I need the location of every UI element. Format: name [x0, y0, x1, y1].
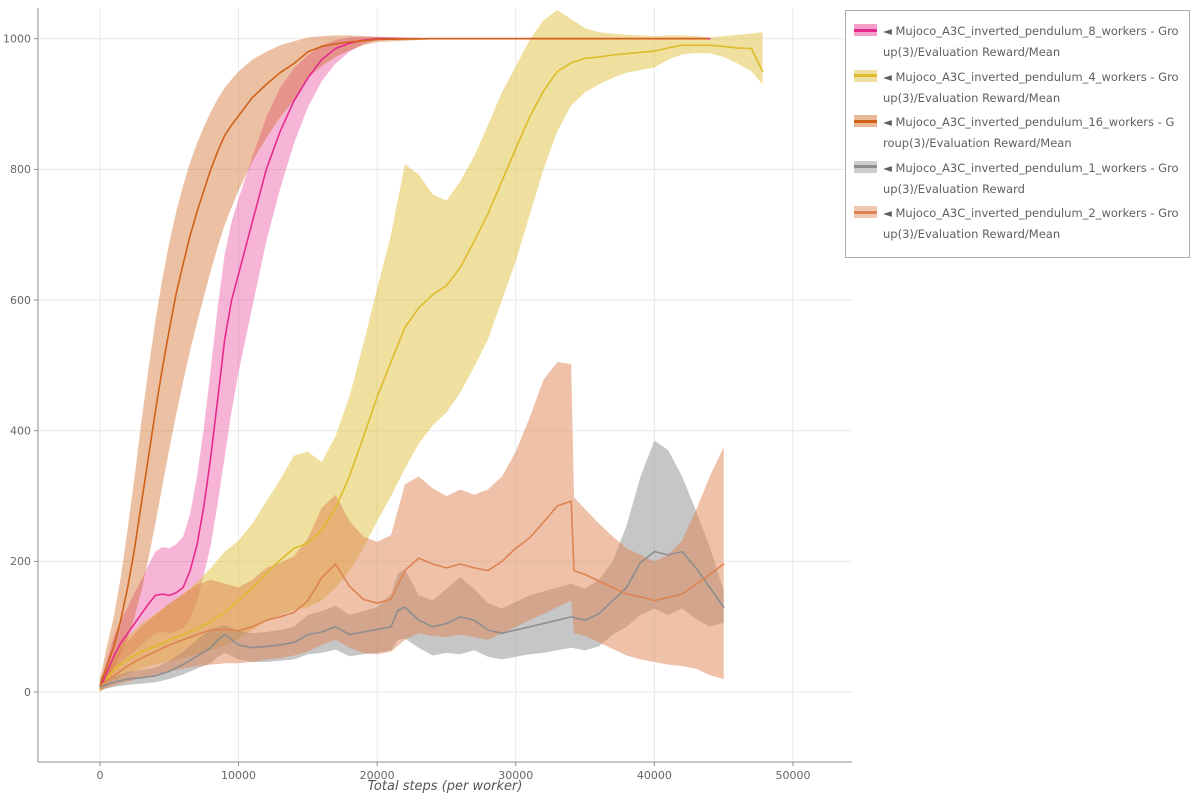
legend-label: ◄ Mujoco_A3C_inverted_pendulum_2_workers…	[883, 206, 1179, 242]
y-tick-label: 0	[24, 686, 31, 699]
line-1_workers	[99, 550, 725, 688]
x-tick-label: 40000	[637, 769, 672, 782]
legend-item-4_workers: ◄ Mujoco_A3C_inverted_pendulum_4_workers…	[854, 67, 1179, 110]
legend-item-8_workers: ◄ Mujoco_A3C_inverted_pendulum_8_workers…	[854, 21, 1179, 64]
confidence-bands	[100, 10, 763, 693]
legend-marker-2_workers	[854, 206, 877, 219]
legend-label: ◄ Mujoco_A3C_inverted_pendulum_8_workers…	[883, 24, 1179, 60]
y-tick-label: 400	[10, 425, 31, 438]
y-tick-label: 800	[10, 163, 31, 176]
legend: ◄ Mujoco_A3C_inverted_pendulum_8_workers…	[845, 10, 1190, 258]
legend-marker-16_workers	[854, 115, 877, 128]
legend-marker-4_workers	[854, 69, 877, 82]
x-tick-label: 20000	[360, 769, 395, 782]
series-lines	[99, 37, 764, 690]
x-tick-label: 10000	[221, 769, 256, 782]
legend-item-2_workers: ◄ Mujoco_A3C_inverted_pendulum_2_workers…	[854, 203, 1179, 246]
legend-item-1_workers: ◄ Mujoco_A3C_inverted_pendulum_1_workers…	[854, 158, 1179, 201]
band-2_workers	[100, 362, 724, 691]
band-8_workers	[100, 36, 710, 693]
y-tick-label: 600	[10, 294, 31, 307]
line-4_workers	[99, 44, 764, 690]
legend-item-16_workers: ◄ Mujoco_A3C_inverted_pendulum_16_worker…	[854, 112, 1179, 155]
y-tick-label: 1000	[3, 33, 31, 46]
legend-marker-8_workers	[854, 24, 877, 36]
band-4_workers	[100, 10, 763, 693]
line-2_workers	[99, 500, 725, 687]
x-tick-label: 0	[96, 769, 103, 782]
axes: 0 10000 20000 30000 40000 50000 0 200 400 600 800 1…	[3, 8, 852, 782]
grid	[38, 8, 852, 762]
y-tick-label: 200	[10, 555, 31, 568]
legend-marker-1_workers	[854, 160, 877, 173]
x-tick-label: 30000	[498, 769, 533, 782]
x-tick-label: 50000	[775, 769, 810, 782]
line-16_workers	[99, 37, 708, 687]
legend-label: ◄ Mujoco_A3C_inverted_pendulum_1_workers…	[883, 160, 1179, 196]
legend-label: ◄ Mujoco_A3C_inverted_pendulum_16_worker…	[883, 115, 1175, 151]
x-axis-title: Total steps (per worker)	[367, 779, 523, 794]
band-1_workers	[100, 440, 724, 691]
legend-label: ◄ Mujoco_A3C_inverted_pendulum_4_workers…	[883, 69, 1179, 105]
